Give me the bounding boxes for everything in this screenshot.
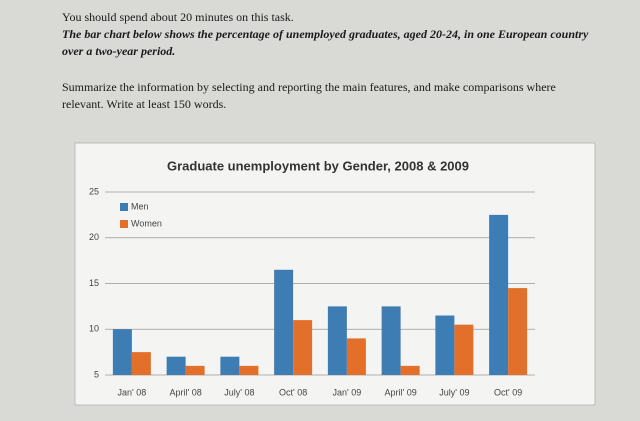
bar: [454, 324, 474, 375]
instruction: Summarize the information by selecting a…: [62, 80, 556, 111]
bar: [166, 356, 186, 375]
x-tick-label: July' 09: [439, 387, 469, 397]
bar: [220, 356, 240, 375]
bar: [112, 329, 132, 375]
bar: [293, 320, 313, 375]
legend-swatch: [120, 203, 128, 211]
x-tick-label: Jan' 09: [333, 387, 362, 397]
x-tick-label: Jan' 08: [118, 387, 147, 397]
bar: [346, 338, 366, 375]
x-tick-label: April' 08: [170, 387, 202, 397]
x-tick-label: Oct' 09: [494, 387, 522, 397]
bar: [274, 269, 294, 375]
y-tick-label: 25: [89, 186, 99, 196]
x-tick-label: Oct' 08: [279, 387, 307, 397]
legend-label: Men: [131, 201, 149, 211]
bar: [327, 306, 347, 375]
x-tick-label: April' 09: [385, 387, 417, 397]
legend-label: Women: [131, 218, 162, 228]
y-tick-label: 10: [89, 324, 99, 334]
bar: [435, 315, 455, 375]
bar: [131, 352, 151, 375]
instruction: You should spend about 20 minutes on thi…: [62, 10, 294, 24]
bar: [400, 365, 420, 375]
bar: [185, 365, 205, 375]
y-tick-label: 5: [94, 369, 99, 379]
bar: [239, 365, 259, 375]
chart-title: Graduate unemployment by Gender, 2008 & …: [167, 158, 469, 173]
legend-swatch: [120, 220, 128, 228]
y-tick-label: 15: [89, 278, 99, 288]
task-description: The bar chart below shows the percentage…: [62, 27, 589, 58]
bar: [489, 214, 509, 375]
x-tick-label: July' 08: [224, 387, 254, 397]
y-tick-label: 20: [89, 232, 99, 242]
bar: [381, 306, 401, 375]
bar: [508, 288, 528, 375]
